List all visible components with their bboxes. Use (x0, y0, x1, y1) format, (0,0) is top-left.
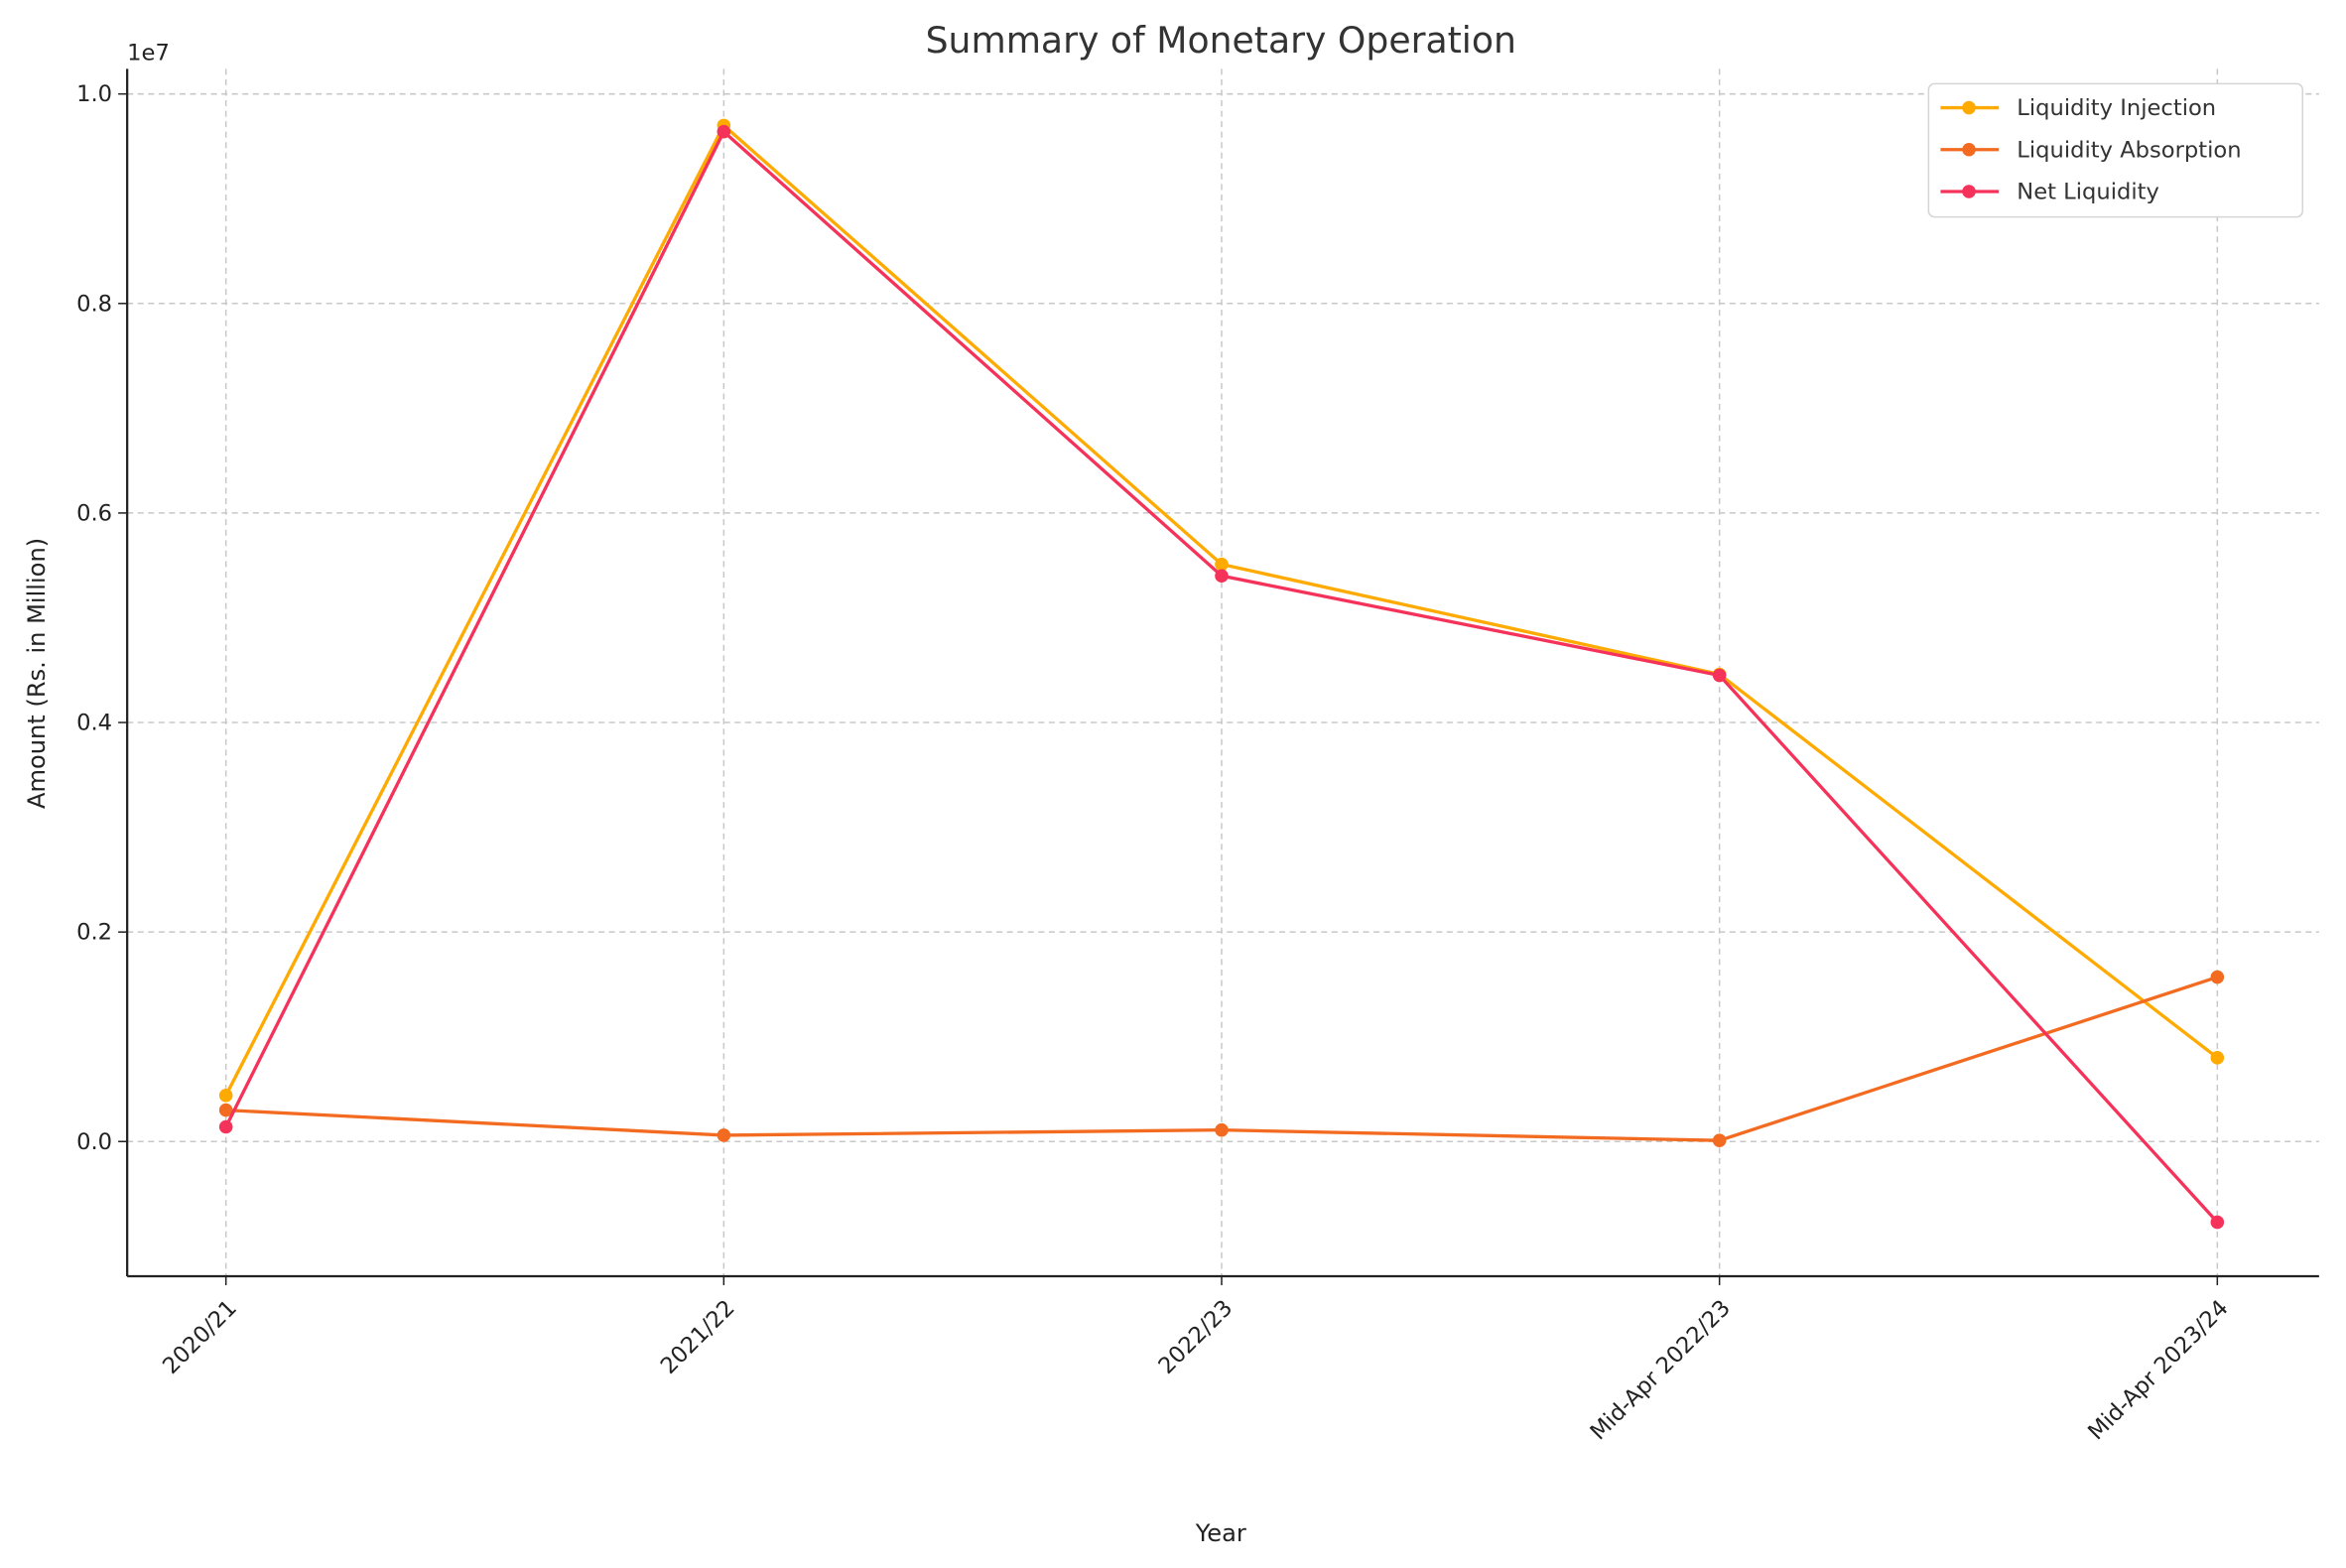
legend-label: Net Liquidity (2017, 180, 2159, 205)
legend-box (1927, 82, 2304, 218)
y-tick-label: 0.2 (76, 920, 112, 946)
chart-title: Summary of Monetary Operation (926, 19, 1516, 62)
data-point-liquidity-absorption (2210, 970, 2225, 984)
legend-marker (1962, 142, 1976, 157)
data-point-liquidity-absorption (1215, 1122, 1229, 1137)
x-tick-label: Mid-Apr 2022/23 (1586, 1295, 1736, 1445)
x-tick-label: 2022/23 (1153, 1295, 1238, 1379)
x-tick-label: 2020/21 (158, 1295, 242, 1379)
legend-marker (1962, 100, 1976, 115)
data-point-liquidity-absorption (1712, 1133, 1727, 1147)
data-point-liquidity-injection (218, 1089, 233, 1103)
y-tick-label: 0.4 (76, 711, 112, 736)
legend: Liquidity Injection Liquidity Absorption N… (1927, 82, 2304, 218)
data-point-liquidity-injection (2210, 1051, 2225, 1065)
legend-label: Liquidity Injection (2017, 95, 2216, 121)
series-liquidity-injection (218, 118, 2225, 1103)
y-tick-label: 0.8 (76, 291, 112, 317)
series-net-liquidity (218, 124, 2225, 1230)
y-tick-label: 1.0 (76, 81, 112, 107)
data-point-liquidity-absorption (218, 1103, 233, 1117)
data-point-liquidity-injection (1215, 557, 1229, 572)
x-axis-label: Year (1195, 1519, 1246, 1547)
legend-marker (1962, 185, 1976, 198)
y-offset-label: 1e7 (127, 40, 170, 65)
data-point-net-liquidity (218, 1119, 233, 1134)
y-tick-label: 0.0 (76, 1129, 112, 1155)
y-tick-label: 0.6 (76, 500, 112, 526)
data-point-net-liquidity (1712, 668, 1727, 683)
data-point-net-liquidity (1215, 569, 1229, 584)
legend-label: Liquidity Absorption (2017, 137, 2241, 163)
data-point-net-liquidity (717, 124, 731, 139)
data-point-liquidity-absorption (717, 1128, 731, 1142)
data-point-net-liquidity (2210, 1215, 2225, 1230)
x-tick-label: Mid-Apr 2023/24 (2083, 1295, 2233, 1445)
series-liquidity-absorption (218, 970, 2225, 1147)
x-tick-label: 2021/22 (656, 1295, 740, 1379)
y-axis-label: Amount (Rs. in Million) (23, 538, 51, 809)
